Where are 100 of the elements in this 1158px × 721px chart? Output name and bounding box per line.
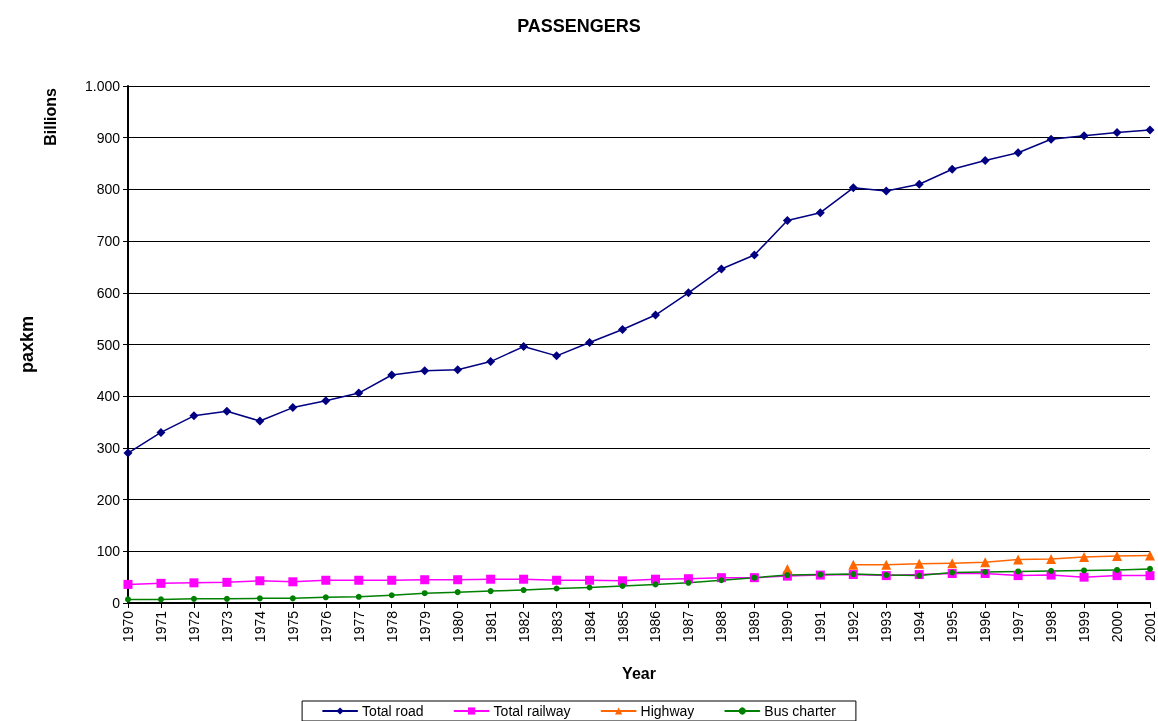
- x-tick-label: 1994: [911, 610, 928, 643]
- x-tick-label: 1980: [449, 610, 466, 643]
- point: [1112, 128, 1122, 138]
- x-tick-label: 1984: [581, 610, 598, 643]
- y-tick-label: 200: [96, 491, 121, 508]
- x-tick-label: 1978: [383, 610, 400, 643]
- legend-label: Total railway: [493, 703, 571, 719]
- x-tick-label: 1981: [482, 610, 499, 643]
- y-axis-title: paxkm: [17, 315, 37, 374]
- point: [683, 288, 693, 298]
- x-tick-label: 1992: [845, 610, 862, 643]
- y-tick-label: 900: [96, 129, 121, 146]
- point: [255, 416, 265, 426]
- x-tick-label: 1999: [1076, 610, 1093, 643]
- point: [288, 577, 298, 587]
- y-tick-label: 400: [96, 388, 121, 405]
- point: [1079, 551, 1090, 562]
- point: [189, 411, 199, 421]
- point: [552, 351, 562, 361]
- point: [1145, 125, 1155, 135]
- point: [618, 576, 628, 586]
- point: [914, 558, 925, 569]
- point: [947, 164, 957, 174]
- x-tick-label: 1998: [1043, 610, 1060, 643]
- x-tick-label: 1972: [185, 610, 202, 643]
- point: [157, 596, 164, 603]
- x-axis-title: Year: [622, 664, 656, 682]
- x-tick-label: 1988: [713, 610, 730, 643]
- point: [881, 559, 892, 570]
- point: [553, 585, 560, 592]
- point: [1145, 550, 1155, 561]
- y-tick-label: 300: [96, 439, 121, 456]
- point: [982, 568, 989, 575]
- point: [486, 357, 496, 367]
- point: [520, 587, 527, 594]
- point: [1013, 554, 1024, 565]
- point: [256, 595, 263, 602]
- y-tick-label: 100: [96, 543, 121, 560]
- point: [1048, 567, 1055, 574]
- point: [223, 595, 230, 602]
- text: Billions: [41, 87, 59, 146]
- point: [585, 575, 595, 585]
- x-tick-label: 1986: [647, 610, 664, 643]
- y-tick-label: 0: [112, 595, 121, 611]
- point: [782, 215, 792, 225]
- x-tick-label: 1995: [944, 610, 961, 643]
- x-tick-label: 1993: [878, 610, 895, 643]
- point: [288, 403, 298, 413]
- x-tick-label: 1979: [416, 610, 433, 643]
- point: [420, 366, 430, 376]
- point: [222, 406, 232, 416]
- point: [255, 576, 265, 586]
- point: [355, 593, 362, 600]
- point: [189, 578, 199, 588]
- x-tick-label: 1985: [614, 610, 631, 643]
- point: [552, 575, 562, 585]
- x-tick-label: 1974: [251, 610, 268, 643]
- point: [585, 337, 595, 347]
- point: [354, 575, 364, 585]
- x-tick-label: 1996: [977, 610, 994, 643]
- point: [980, 557, 991, 568]
- point: [321, 396, 331, 406]
- x-tick-label: 1976: [317, 610, 334, 643]
- x-tick-label: 1990: [779, 610, 796, 643]
- point: [1081, 567, 1088, 574]
- x-tick-label: 2001: [1142, 610, 1158, 643]
- point: [586, 584, 593, 591]
- point: [321, 575, 331, 585]
- point: [650, 310, 660, 320]
- x-tick-label: 1977: [350, 610, 367, 643]
- legend-label: Total road: [362, 703, 424, 719]
- point: [914, 179, 924, 189]
- point: [618, 325, 628, 335]
- point: [947, 558, 958, 569]
- point: [1079, 572, 1089, 582]
- point: [1046, 554, 1057, 565]
- point: [387, 370, 397, 380]
- point: [453, 575, 463, 585]
- point: [980, 155, 990, 165]
- point: [156, 427, 166, 437]
- x-tick-label: 1991: [812, 610, 829, 643]
- x-tick-label: 1982: [515, 610, 532, 643]
- point: [848, 183, 858, 193]
- x-tick-label: 2000: [1109, 610, 1126, 643]
- point: [421, 590, 428, 597]
- x-tick-label: 1983: [548, 610, 565, 643]
- point: [453, 365, 463, 375]
- y-tick-label: 1.000: [84, 78, 121, 94]
- point: [387, 575, 397, 585]
- x-tick-label: 1975: [284, 610, 301, 643]
- point: [354, 388, 364, 398]
- point: [1013, 148, 1023, 158]
- x-tick-label: 1989: [746, 610, 763, 643]
- point: [486, 574, 496, 584]
- point: [123, 579, 133, 589]
- x-tick-label: 1997: [1010, 610, 1027, 643]
- point: [716, 264, 726, 274]
- point: [619, 582, 626, 589]
- chart-title: PASSENGERS: [517, 16, 641, 36]
- x-tick-label: 1973: [218, 610, 235, 643]
